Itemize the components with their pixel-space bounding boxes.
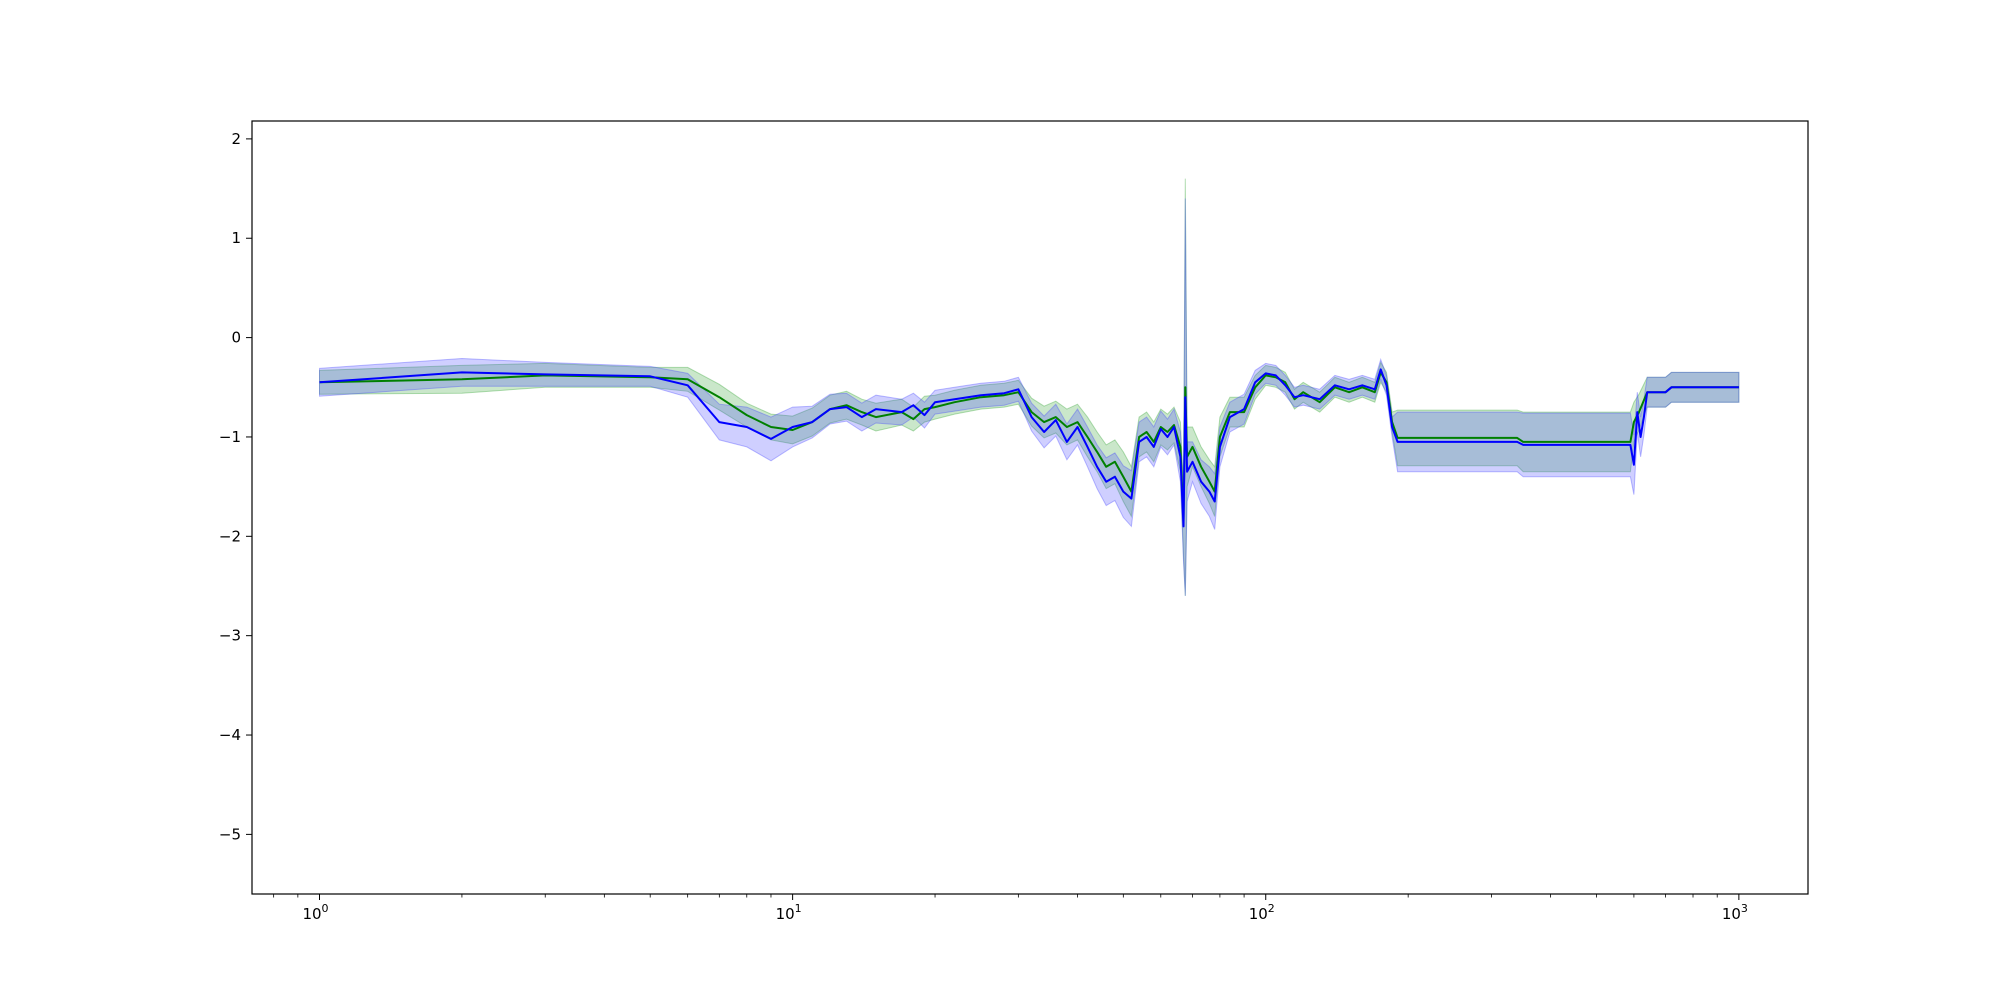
confidence-bands bbox=[319, 178, 1740, 596]
y-tick-label: −2 bbox=[219, 527, 241, 545]
x-axis: 100 101 102 103 bbox=[273, 894, 1748, 923]
x-tick-label: 102 bbox=[1249, 902, 1275, 923]
plot-area-frame bbox=[251, 120, 1809, 895]
x-tick-label: 101 bbox=[776, 902, 802, 923]
y-tick-label: −3 bbox=[219, 627, 241, 645]
y-tick-label: −5 bbox=[219, 825, 241, 843]
x-tick-label: 100 bbox=[302, 902, 328, 923]
confidence-band-1 bbox=[319, 198, 1740, 596]
series-lines bbox=[319, 368, 1739, 528]
x-tick-label: 103 bbox=[1722, 902, 1748, 923]
y-tick-label: 1 bbox=[231, 229, 241, 247]
y-tick-label: 2 bbox=[231, 130, 241, 148]
series-line-1 bbox=[319, 368, 1739, 528]
y-axis: 2 1 0 −1 −2 −3 −4 −5 bbox=[219, 130, 252, 843]
confidence-band-0 bbox=[319, 178, 1740, 596]
y-tick-label: −1 bbox=[219, 428, 241, 446]
y-tick-label: 0 bbox=[231, 329, 241, 347]
y-tick-label: −4 bbox=[219, 726, 241, 744]
